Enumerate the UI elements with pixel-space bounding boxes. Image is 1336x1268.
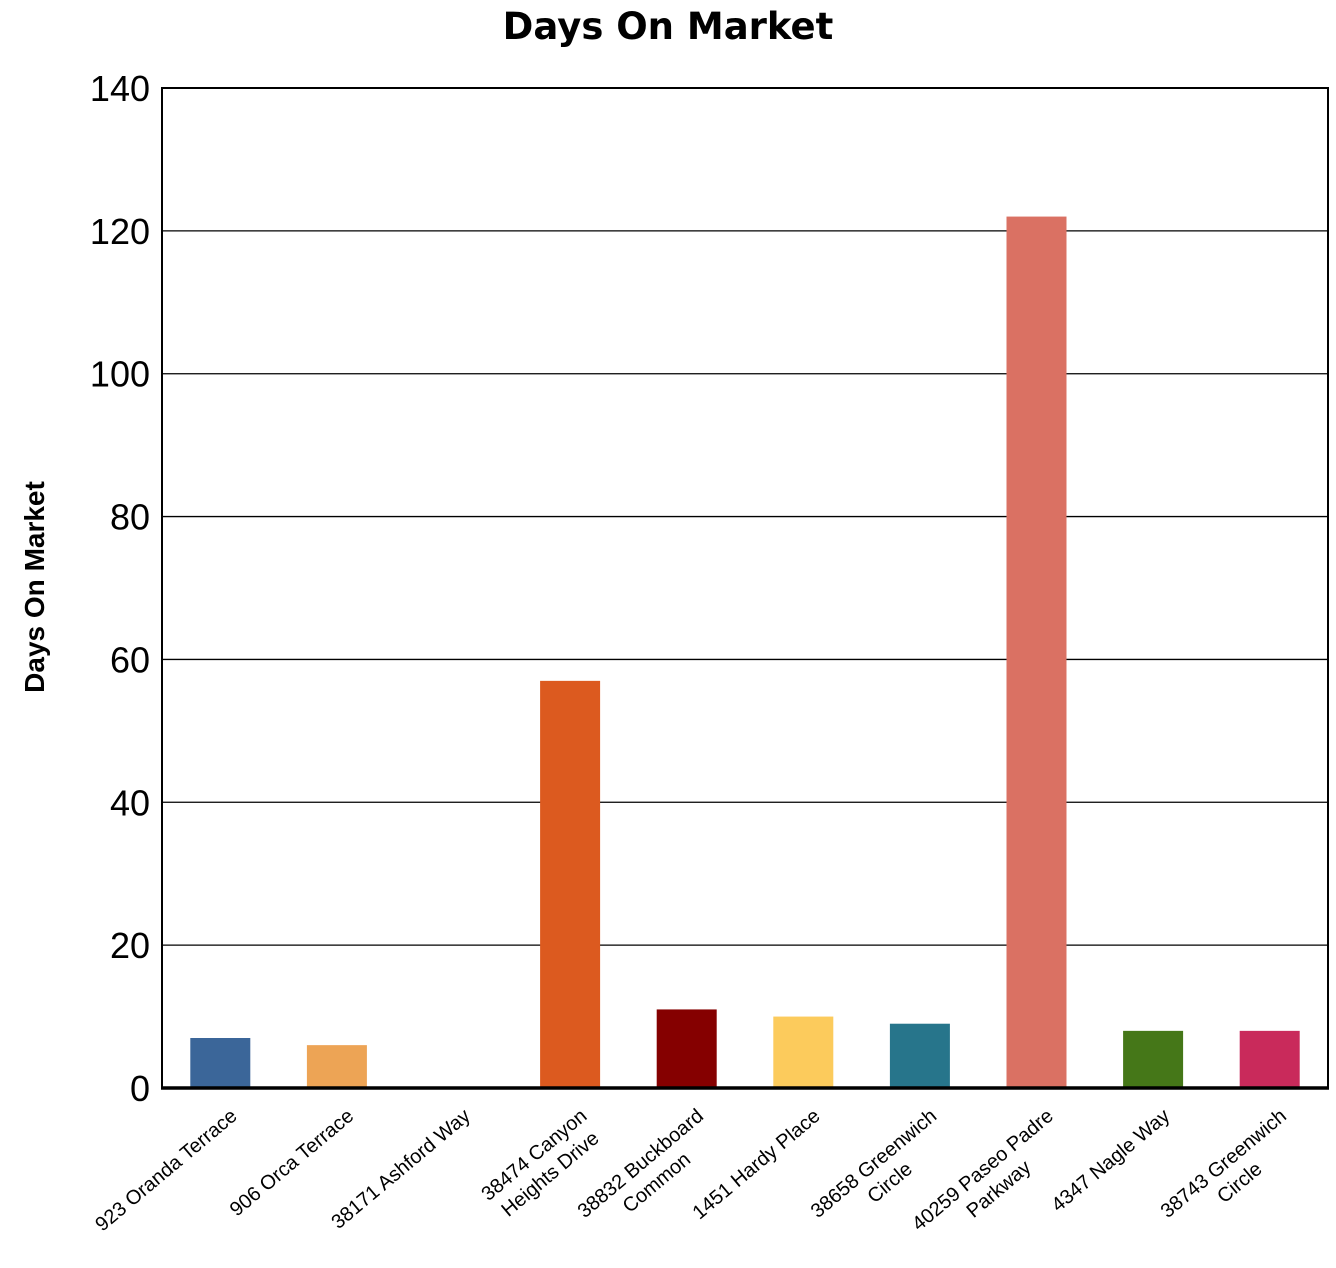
x-tick-label: 4347 Nagle Way bbox=[1047, 1105, 1174, 1216]
chart-title: Days On Market bbox=[503, 5, 834, 48]
gridlines bbox=[162, 230, 1328, 946]
y-tick-label: 140 bbox=[90, 68, 150, 109]
plot-frame bbox=[161, 87, 1329, 1089]
y-tick-label: 20 bbox=[110, 925, 150, 966]
x-tick-label: 1451 Hardy Place bbox=[689, 1105, 825, 1224]
y-tick-label: 80 bbox=[110, 497, 150, 538]
y-tick-label: 100 bbox=[90, 354, 150, 395]
bars bbox=[190, 216, 1300, 1089]
bar bbox=[306, 1045, 367, 1088]
bar bbox=[190, 1038, 251, 1088]
y-tick-label: 120 bbox=[90, 211, 150, 252]
bar bbox=[1239, 1030, 1300, 1088]
x-tick-label: 38743 GreenwichCircle bbox=[1157, 1105, 1307, 1242]
bar bbox=[656, 1009, 717, 1088]
y-tick-labels: 0 20 40 60 80 100 120 140 bbox=[90, 68, 150, 1109]
bar bbox=[773, 1016, 834, 1088]
bar bbox=[1006, 216, 1067, 1089]
bar bbox=[1123, 1030, 1184, 1088]
y-tick-label: 60 bbox=[110, 639, 150, 680]
y-tick-label: 0 bbox=[130, 1068, 150, 1109]
bar bbox=[889, 1023, 950, 1088]
x-tick-label: 906 Orca Terrace bbox=[226, 1105, 358, 1221]
bar bbox=[540, 680, 601, 1088]
y-axis-label: Days On Market bbox=[19, 481, 50, 693]
y-tick-label: 40 bbox=[110, 782, 150, 823]
x-tick-label: 923 Oranda Terrace bbox=[91, 1105, 241, 1236]
